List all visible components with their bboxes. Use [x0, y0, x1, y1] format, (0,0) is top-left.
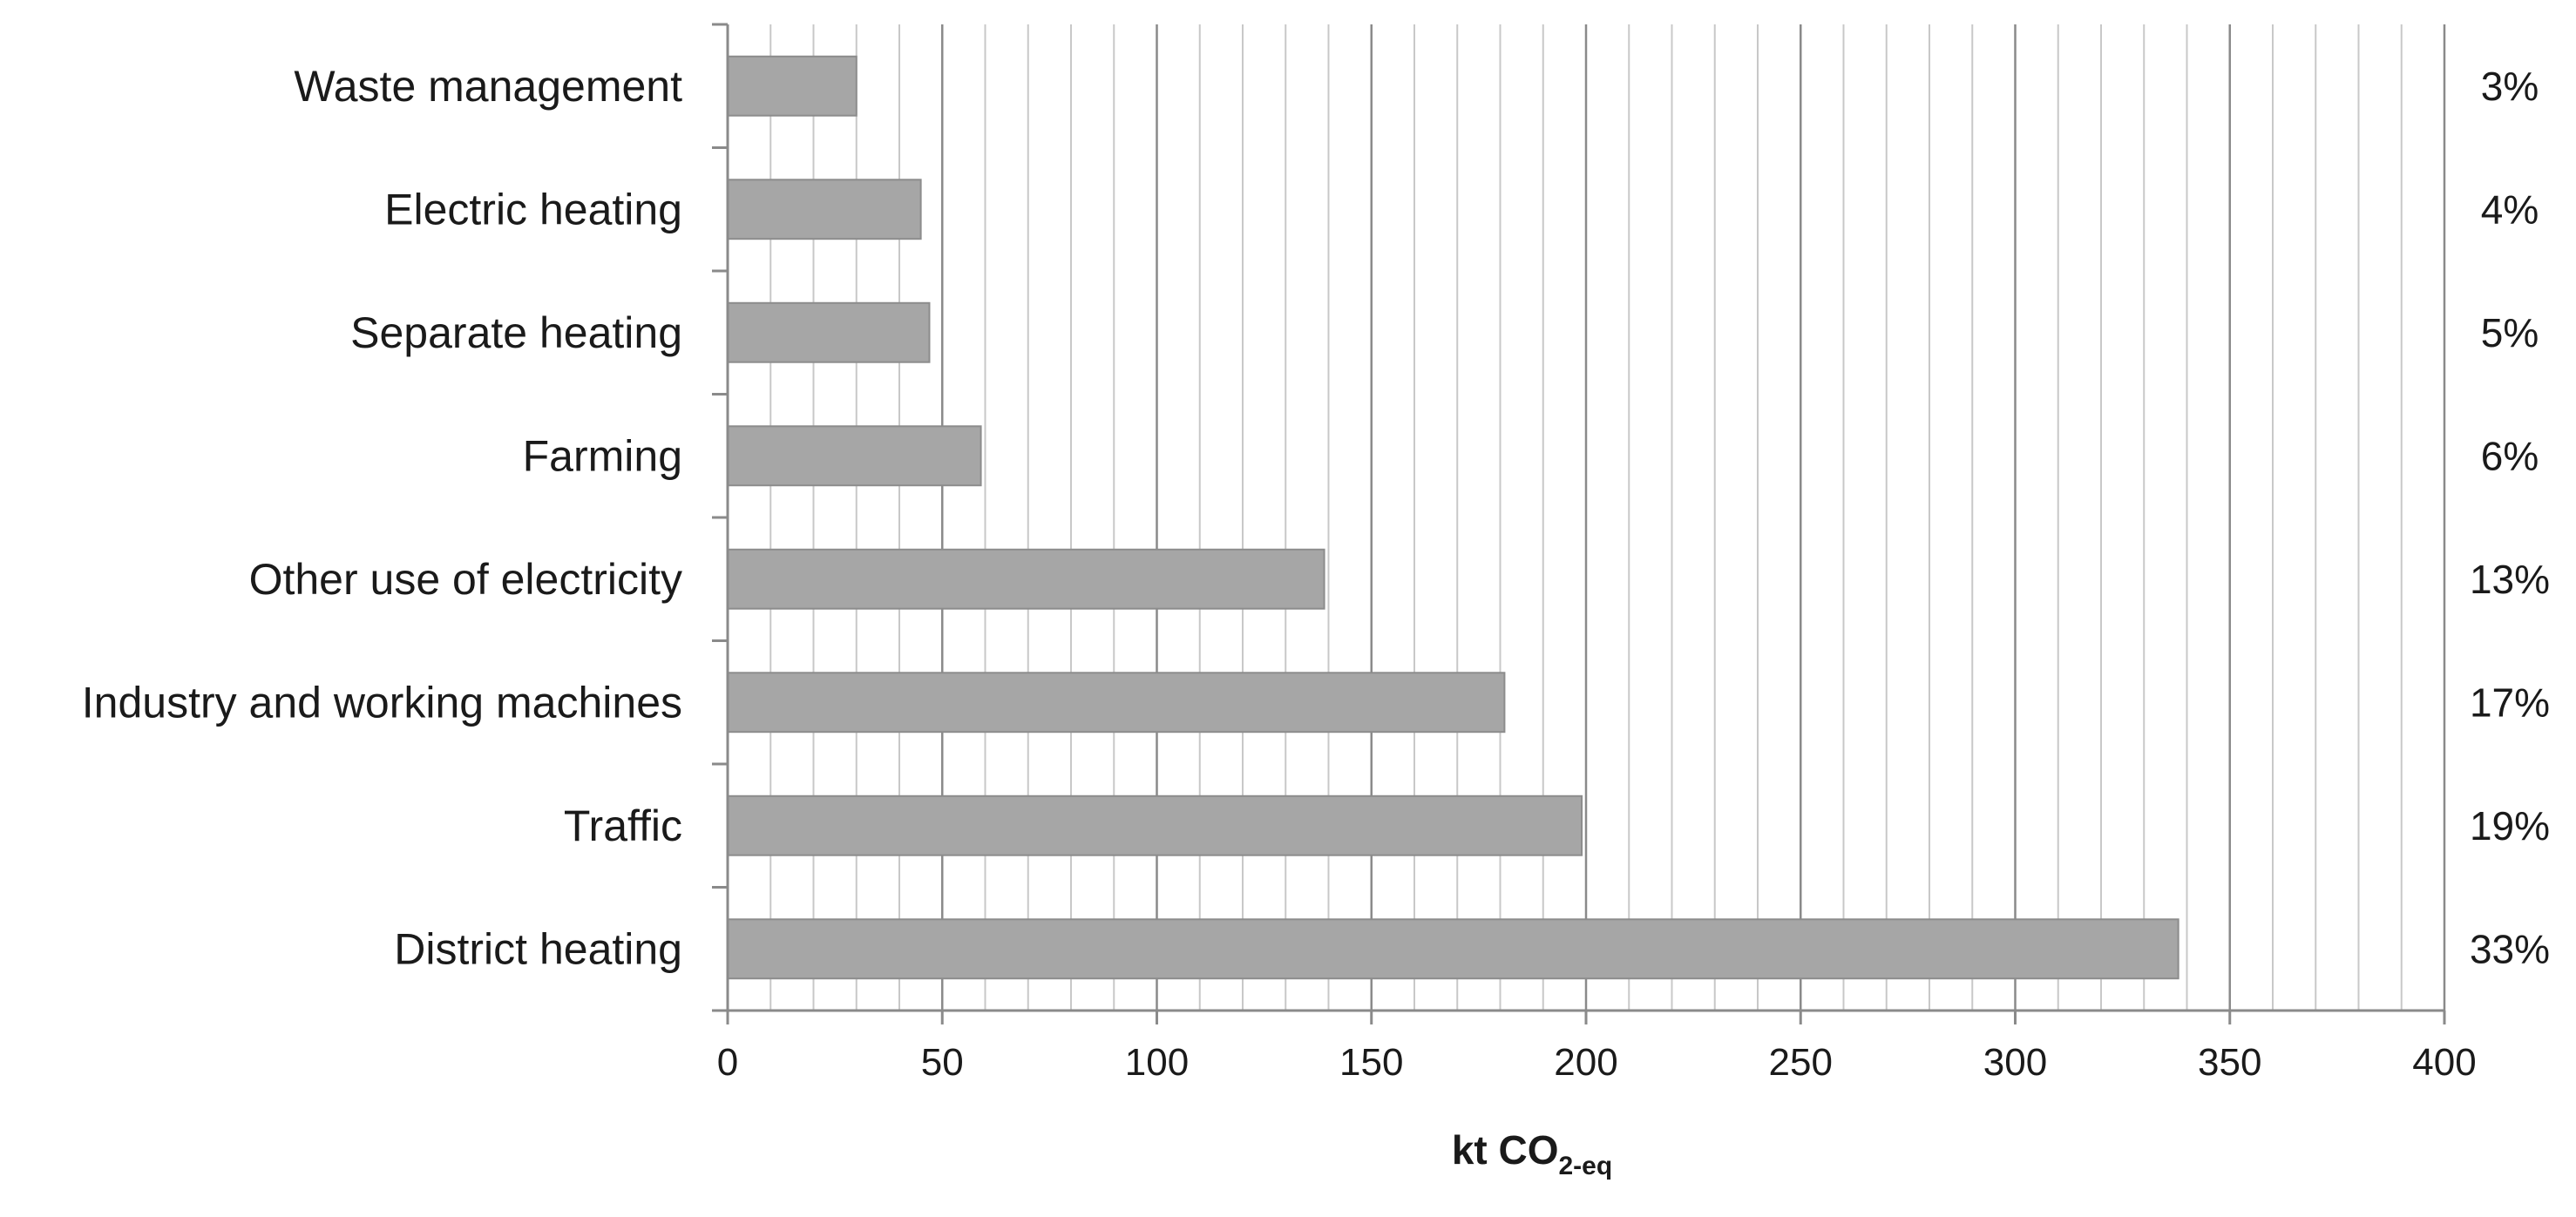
- category-label: Waste management: [294, 62, 682, 111]
- category-label: Industry and working machines: [82, 678, 682, 727]
- bars: [727, 55, 2179, 980]
- percent-label: 5%: [2481, 310, 2539, 355]
- grid-lines: [769, 24, 2446, 1011]
- category-label: Separate heating: [350, 308, 682, 357]
- x-axis-title: kt CO2-eq: [1452, 1127, 1612, 1180]
- bar-farming: [727, 425, 982, 487]
- category-label: Traffic: [564, 801, 682, 850]
- x-tick-label: 0: [717, 1041, 738, 1084]
- x-tick-labels: 0 50 100 150 200 250 300 350 400: [717, 1041, 2477, 1084]
- x-tick-label: 250: [1769, 1041, 1833, 1084]
- x-tick-label: 100: [1125, 1041, 1189, 1084]
- percent-label: 4%: [2481, 186, 2539, 232]
- bar-other-use-of-electricity: [727, 548, 1325, 610]
- percent-label: 6%: [2481, 433, 2539, 478]
- percent-label: 33%: [2470, 926, 2550, 971]
- category-label: Farming: [523, 431, 682, 480]
- bar-electric-heating: [727, 179, 922, 240]
- bar-waste-management: [727, 55, 858, 117]
- bar-industry-and-working-machines: [727, 672, 1506, 734]
- x-tick-label: 400: [2412, 1041, 2476, 1084]
- percent-label: 17%: [2470, 679, 2550, 725]
- category-labels: Waste management Electric heating Separate…: [82, 62, 682, 974]
- x-tick-label: 50: [921, 1041, 964, 1084]
- category-label: Other use of electricity: [249, 555, 682, 604]
- x-tick-label: 350: [2198, 1041, 2261, 1084]
- category-label: Electric heating: [384, 185, 682, 233]
- category-label: District heating: [394, 924, 682, 973]
- x-tick-label: 200: [1554, 1041, 1617, 1084]
- bar-separate-heating: [727, 301, 931, 363]
- percent-label: 13%: [2470, 557, 2550, 602]
- bar-district-heating: [727, 918, 2179, 980]
- x-tick-label: 150: [1339, 1041, 1403, 1084]
- x-axis-title-main: kt CO: [1452, 1127, 1559, 1173]
- percent-label: 3%: [2481, 64, 2539, 109]
- axes: [712, 23, 2446, 1024]
- x-axis-title-subscript: 2-eq: [1559, 1152, 1613, 1180]
- bar-traffic: [727, 794, 1583, 856]
- percent-label: 19%: [2470, 803, 2550, 849]
- x-tick-label: 300: [1983, 1041, 2047, 1084]
- percent-labels: 3% 4% 5% 6% 13% 17% 19% 33%: [2470, 64, 2550, 972]
